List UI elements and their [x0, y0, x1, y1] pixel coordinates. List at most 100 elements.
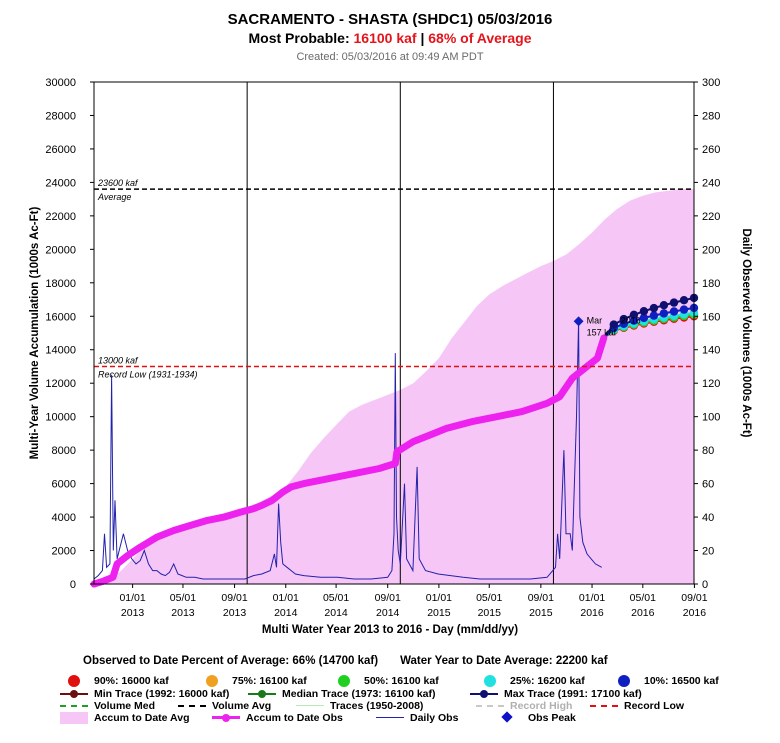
forecast-point	[679, 305, 689, 314]
x-tick-date: 05/01	[476, 592, 502, 604]
x-tick-date: 09/01	[375, 592, 401, 604]
forecast-trace-line	[603, 306, 695, 339]
legend-min-trace: Min Trace (1992: 16000 kaf)	[60, 688, 229, 700]
forecast-point	[639, 307, 649, 316]
y-tick-label: 12000	[45, 378, 76, 390]
forecast-point	[649, 303, 659, 313]
forecast-point	[659, 301, 669, 310]
legend-record-low: Record Low	[590, 700, 684, 712]
legend-volume-avg: Volume Avg	[178, 700, 271, 712]
y2-tick-label: 20	[702, 546, 714, 558]
x-tick-year: 2015	[529, 607, 553, 619]
y-tick-label: 4000	[52, 512, 76, 524]
y-tick-label: 22000	[45, 211, 76, 223]
y2-tick-label: 240	[702, 177, 720, 189]
x-tick-year: 2014	[274, 607, 298, 619]
y-tick-label: 18000	[45, 278, 76, 290]
forecast-point	[639, 313, 649, 323]
y2-tick-label: 120	[702, 378, 720, 390]
chart-subtitle: Most Probable: 16100 kaf | 68% of Averag…	[0, 29, 780, 48]
obs-peak-marker	[573, 316, 584, 327]
legend-daily-obs: Daily Obs	[376, 712, 458, 724]
forecast-point	[629, 316, 639, 325]
legend-accum-avg: Accum to Date Avg	[60, 712, 190, 724]
y2-tick-label: 220	[702, 211, 720, 223]
y2-tick-label: 140	[702, 345, 720, 357]
y-tick-label: 30000	[45, 77, 76, 89]
legend-volume-med: Volume Med	[60, 700, 155, 712]
forecast-point	[669, 298, 679, 307]
x-tick-date: 01/01	[273, 592, 299, 604]
y2-tick-label: 60	[702, 479, 714, 491]
forecast-point	[679, 296, 689, 305]
y-tick-label: 8000	[52, 445, 76, 457]
x-tick-date: 09/01	[681, 592, 707, 604]
y-tick-label: 20000	[45, 244, 76, 256]
percent-of-average: 68% of Average	[428, 30, 532, 46]
x-tick-date: 05/01	[170, 592, 196, 604]
x-tick-date: 09/01	[528, 592, 554, 604]
forecast-point	[659, 309, 669, 318]
average-value-label: 23600 kaf	[97, 178, 139, 188]
y2-tick-label: 160	[702, 311, 720, 323]
x-tick-year: 2016	[631, 607, 655, 619]
legend-obs-peak: Obs Peak	[494, 711, 576, 724]
obs-peak-label-start: Mar	[587, 315, 603, 325]
most-probable-value: 16100 kaf	[353, 30, 417, 46]
y-tick-label: 2000	[52, 546, 76, 558]
x-tick-date: 05/01	[630, 592, 656, 604]
x-tick-year: 2014	[324, 607, 348, 619]
x-tick-year: 2013	[223, 607, 247, 619]
y2-tick-label: 100	[702, 412, 720, 424]
x-tick-year: 2015	[478, 607, 502, 619]
y2-axis-label: Daily Observed Volumes (1000s Ac-Ft)	[740, 229, 752, 438]
y2-tick-label: 180	[702, 278, 720, 290]
created-timestamp: Created: 05/03/2016 at 09:49 AM PDT	[296, 51, 484, 63]
y-tick-label: 28000	[45, 110, 76, 122]
accum-obs-line	[90, 334, 608, 588]
record-low-name-label: Record Low (1931-1934)	[98, 369, 198, 379]
legend-p50: 50%: 16100 kaf	[330, 675, 439, 687]
legend-accum-obs: Accum to Date Obs	[212, 712, 343, 724]
forecast-point	[619, 314, 628, 324]
forecast-point	[669, 307, 679, 316]
y-tick-label: 26000	[45, 144, 76, 156]
y-axis-label: Multi-Year Volume Accumulation (1000s Ac…	[29, 207, 41, 460]
plot-frame	[93, 81, 695, 585]
forecast-point	[649, 311, 659, 320]
obs-peak-amount: 157 kaf	[587, 327, 617, 337]
forecast-trace-max-trace	[602, 293, 699, 339]
legend-p25: 25%: 16200 kaf	[476, 675, 585, 687]
x-tick-year: 2016	[683, 607, 707, 619]
y2-tick-label: 0	[702, 579, 708, 591]
x-tick-year: 2013	[121, 607, 145, 619]
y-tick-label: 10000	[45, 412, 76, 424]
legend-max-trace: Max Trace (1991: 17100 kaf)	[470, 688, 642, 700]
subtitle-separator: |	[416, 30, 429, 46]
legend-median-trace: Median Trace (1973: 16100 kaf)	[248, 688, 436, 700]
subtitle-prefix: Most Probable:	[248, 30, 354, 46]
legend-p10: 10%: 16500 kaf	[610, 675, 719, 687]
x-tick-year: 2016	[580, 607, 604, 619]
forecast-trace-line	[602, 296, 695, 339]
chart-header: SACRAMENTO - SHASTA (SHDC1) 05/03/2016 M…	[0, 10, 780, 66]
x-tick-date: 01/01	[426, 592, 452, 604]
chart-title: SACRAMENTO - SHASTA (SHDC1) 05/03/2016	[227, 11, 553, 28]
y-tick-label: 24000	[45, 177, 76, 189]
obs-peak-label-end: 2016	[621, 315, 641, 325]
y2-tick-label: 200	[702, 244, 720, 256]
accum-avg-area	[94, 189, 694, 584]
x-axis-label: Multi Water Year 2013 to 2016 - Day (mm/…	[262, 624, 518, 636]
average-name-label: Average	[97, 192, 131, 202]
y-tick-label: 14000	[45, 345, 76, 357]
daily-obs-line	[93, 319, 602, 580]
legend-traces: Traces (1950-2008)	[296, 700, 423, 712]
water-year-average: Water Year to Date Average: 22200 kaf	[400, 655, 608, 667]
x-tick-year: 2014	[376, 607, 400, 619]
forecast-point	[609, 320, 618, 329]
legend-p90: 90%: 16000 kaf	[60, 675, 169, 687]
y-tick-label: 16000	[45, 311, 76, 323]
x-tick-date: 05/01	[323, 592, 349, 604]
legend: 90%: 16000 kaf 75%: 16100 kaf 50%: 16100…	[0, 675, 780, 741]
